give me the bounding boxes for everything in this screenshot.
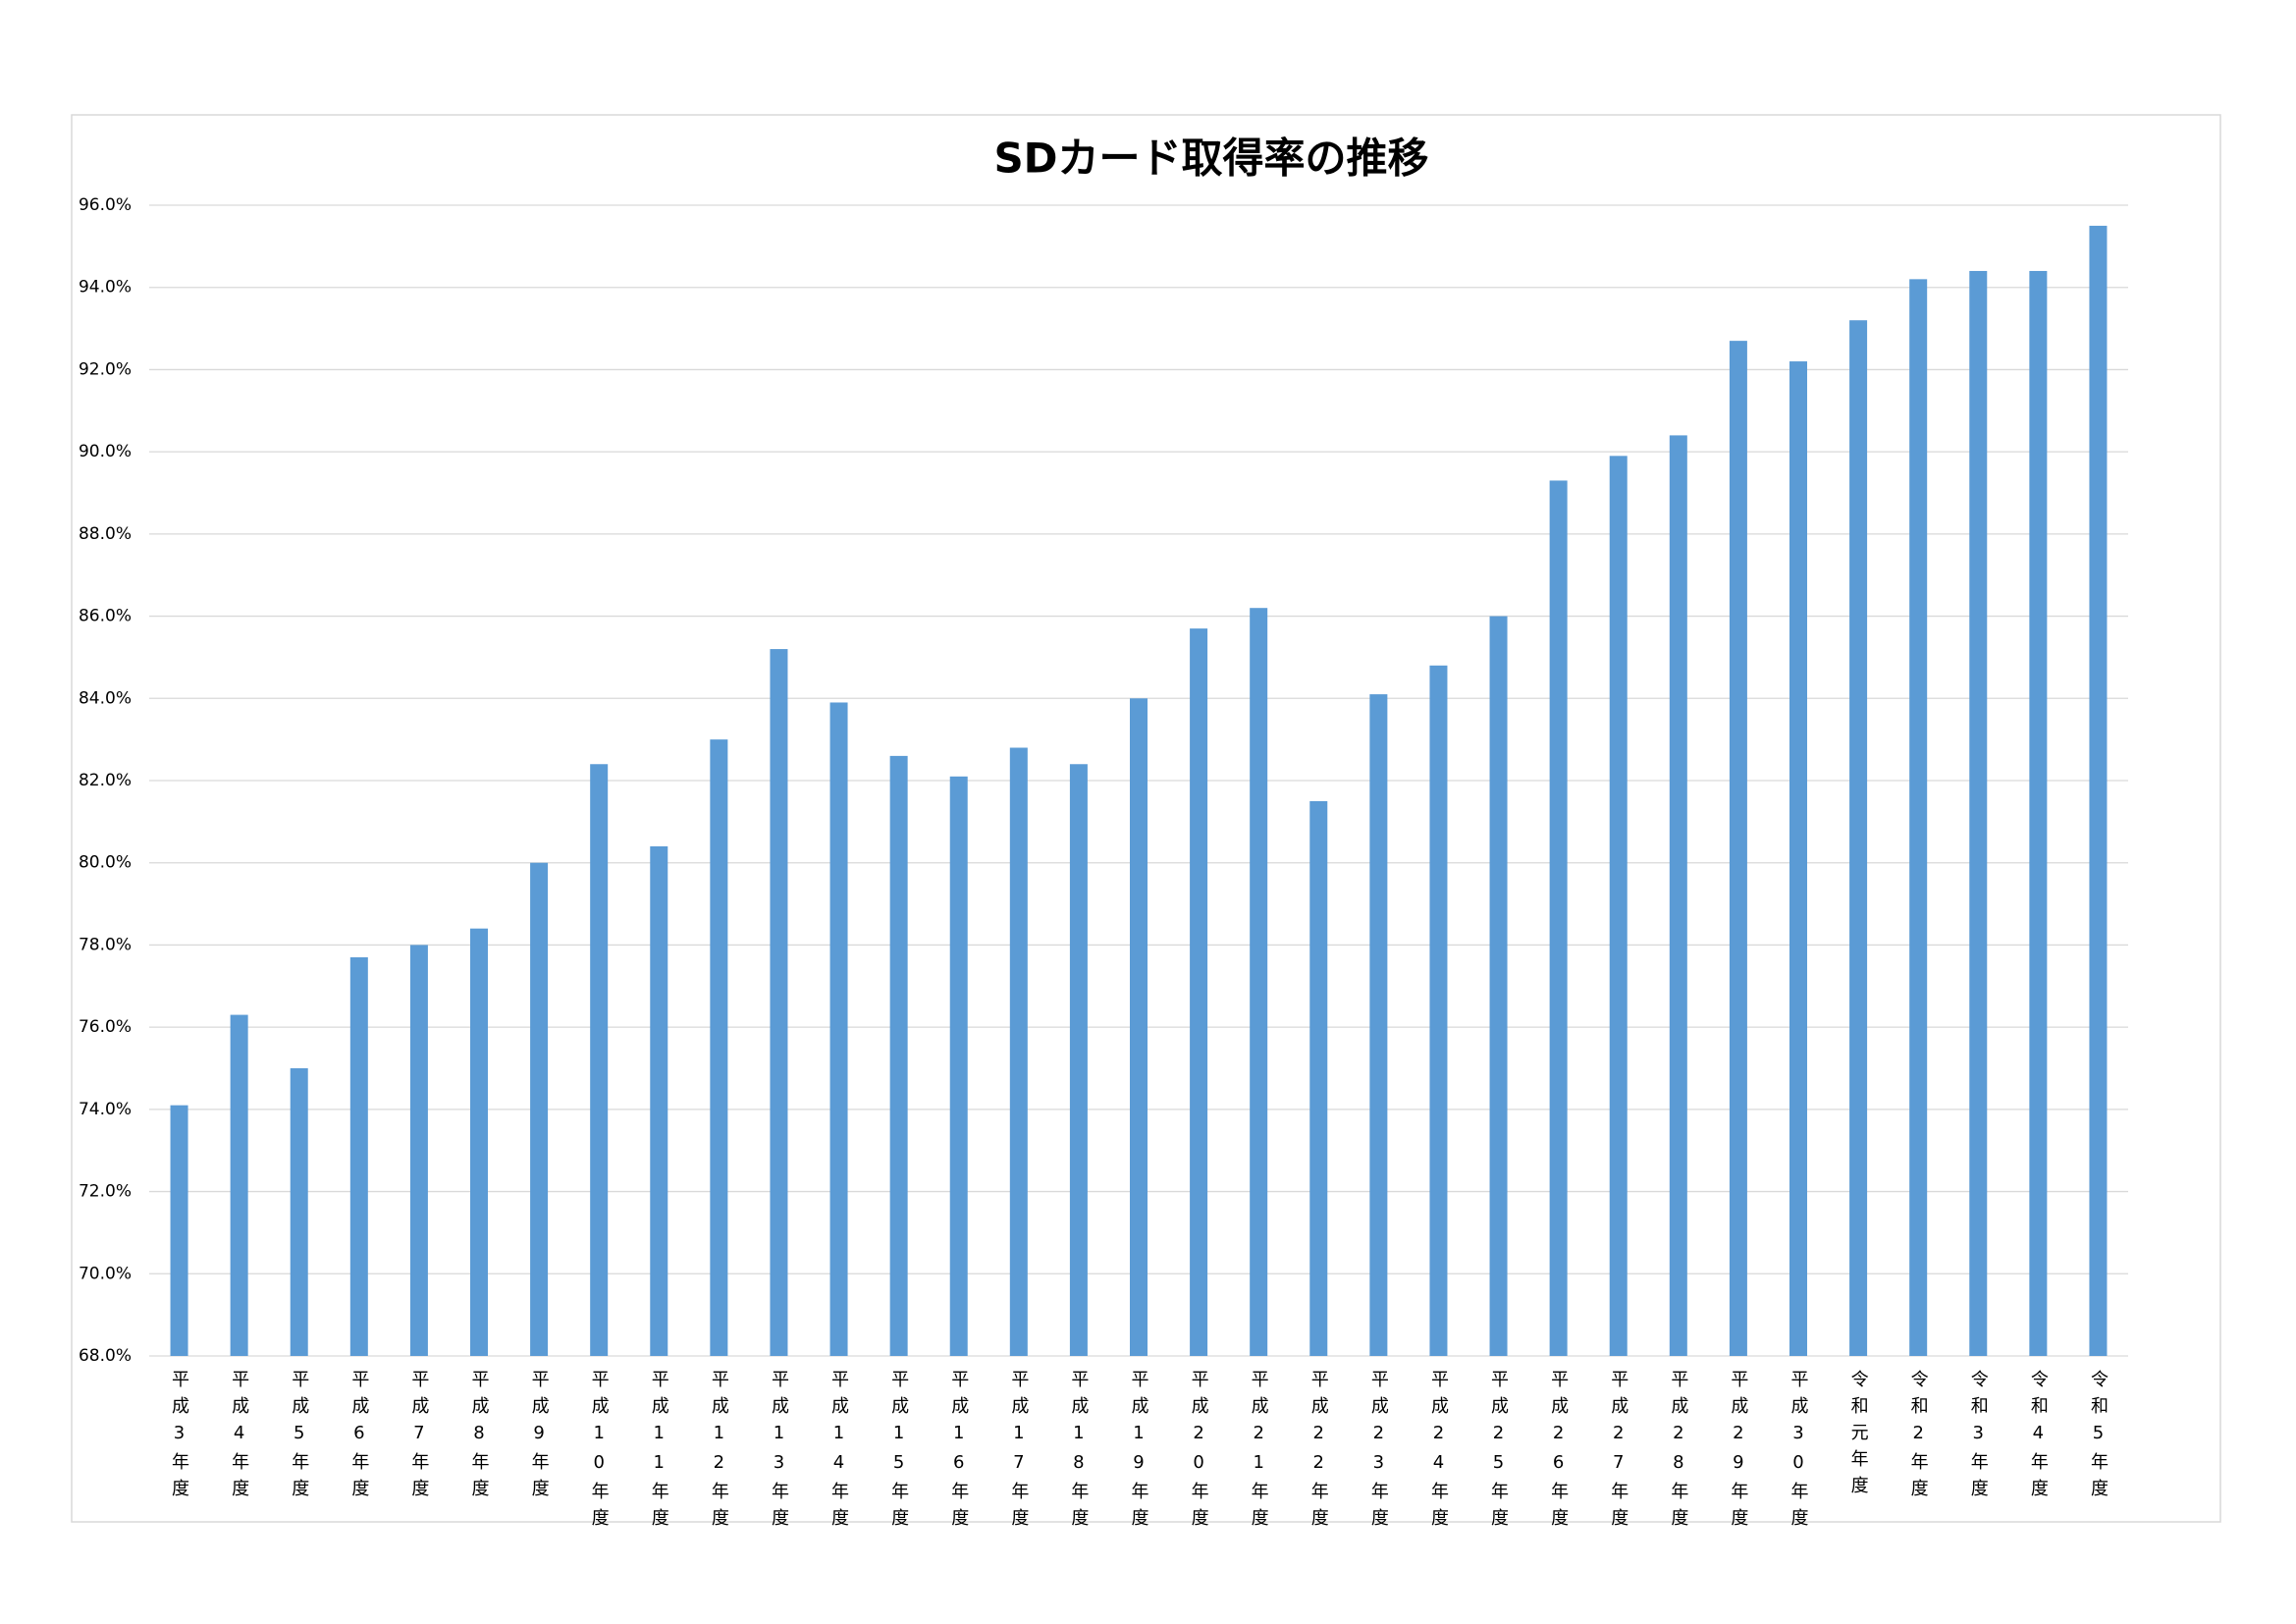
y-tick-label: 80.0% bbox=[79, 853, 132, 873]
x-tick-label: 平成16年度 bbox=[948, 1370, 969, 1535]
bar bbox=[1609, 456, 1628, 1356]
x-tick-label: 平成27年度 bbox=[1608, 1370, 1629, 1535]
x-tick-label: 平成5年度 bbox=[289, 1370, 309, 1505]
x-tick-label: 平成3年度 bbox=[169, 1370, 189, 1505]
x-tick-label: 平成29年度 bbox=[1728, 1370, 1748, 1535]
x-tick-label: 平成20年度 bbox=[1189, 1370, 1209, 1535]
x-tick-label: 平成18年度 bbox=[1068, 1370, 1089, 1535]
bar bbox=[1849, 320, 1868, 1357]
y-tick-label: 84.0% bbox=[79, 688, 132, 708]
y-tick-label: 96.0% bbox=[79, 195, 132, 215]
bar bbox=[710, 739, 728, 1356]
x-tick-label: 平成8年度 bbox=[469, 1370, 490, 1505]
y-tick-label: 68.0% bbox=[79, 1346, 132, 1366]
bar bbox=[590, 764, 609, 1356]
y-tick-label: 90.0% bbox=[79, 442, 132, 461]
x-tick-label: 平成7年度 bbox=[408, 1370, 429, 1505]
x-tick-label: 平成21年度 bbox=[1249, 1370, 1269, 1535]
bar bbox=[889, 755, 908, 1356]
x-tick-label: 令和元年度 bbox=[1848, 1370, 1869, 1502]
bar bbox=[170, 1105, 188, 1356]
x-tick-label: 令和2年度 bbox=[1908, 1370, 1929, 1505]
x-tick-label: 平成6年度 bbox=[348, 1370, 369, 1505]
x-tick-label: 平成25年度 bbox=[1488, 1370, 1509, 1535]
bar bbox=[1489, 616, 1508, 1356]
bar bbox=[1909, 279, 1928, 1356]
x-tick-label: 平成12年度 bbox=[709, 1370, 729, 1535]
x-tick-label: 平成30年度 bbox=[1789, 1370, 1809, 1535]
bar bbox=[1429, 665, 1448, 1356]
y-tick-label: 76.0% bbox=[79, 1017, 132, 1037]
bar bbox=[1969, 270, 1988, 1356]
bar bbox=[470, 928, 488, 1356]
bar bbox=[1729, 341, 1747, 1357]
bar bbox=[2089, 225, 2108, 1356]
y-tick-label: 94.0% bbox=[79, 278, 132, 298]
y-tick-label: 86.0% bbox=[79, 607, 132, 626]
x-tick-label: 令和5年度 bbox=[2088, 1370, 2109, 1505]
x-tick-label: 平成13年度 bbox=[769, 1370, 789, 1535]
bar bbox=[829, 702, 848, 1356]
bar bbox=[409, 945, 428, 1356]
bar bbox=[1009, 747, 1028, 1356]
bar bbox=[530, 862, 549, 1356]
bar bbox=[290, 1068, 308, 1356]
bar bbox=[1309, 800, 1328, 1356]
y-tick-label: 82.0% bbox=[79, 771, 132, 790]
bar bbox=[1369, 694, 1388, 1356]
bar bbox=[1789, 361, 1807, 1356]
x-tick-label: 平成14年度 bbox=[828, 1370, 849, 1535]
x-tick-label: 令和3年度 bbox=[1968, 1370, 1989, 1505]
x-tick-label: 平成4年度 bbox=[229, 1370, 249, 1505]
bar bbox=[770, 649, 788, 1356]
x-tick-label: 平成26年度 bbox=[1548, 1370, 1569, 1535]
x-tick-label: 平成17年度 bbox=[1008, 1370, 1029, 1535]
x-tick-label: 平成10年度 bbox=[589, 1370, 610, 1535]
y-tick-label: 70.0% bbox=[79, 1264, 132, 1283]
y-tick-label: 74.0% bbox=[79, 1100, 132, 1119]
bar bbox=[2029, 270, 2048, 1356]
x-tick-label: 平成28年度 bbox=[1668, 1370, 1688, 1535]
chart-title: SDカード取得率の推移 bbox=[993, 135, 1428, 183]
bar bbox=[1250, 608, 1268, 1356]
y-tick-label: 92.0% bbox=[79, 359, 132, 379]
x-tick-label: 平成22年度 bbox=[1308, 1370, 1329, 1535]
bar bbox=[1130, 698, 1148, 1356]
y-tick-label: 88.0% bbox=[79, 524, 132, 544]
bar bbox=[230, 1014, 248, 1356]
x-tick-label: 平成23年度 bbox=[1368, 1370, 1389, 1535]
y-tick-label: 78.0% bbox=[79, 935, 132, 954]
y-tick-label: 72.0% bbox=[79, 1182, 132, 1202]
bar bbox=[949, 776, 968, 1356]
bar bbox=[349, 956, 368, 1356]
x-tick-label: 平成19年度 bbox=[1129, 1370, 1149, 1535]
bar bbox=[650, 845, 668, 1356]
x-tick-label: 令和4年度 bbox=[2028, 1370, 2049, 1505]
bar bbox=[1669, 435, 1687, 1356]
bar bbox=[1549, 480, 1568, 1356]
x-tick-label: 平成15年度 bbox=[888, 1370, 909, 1535]
x-tick-label: 平成9年度 bbox=[529, 1370, 550, 1505]
bar bbox=[1190, 628, 1208, 1356]
x-tick-label: 平成11年度 bbox=[649, 1370, 669, 1535]
bar bbox=[1069, 764, 1088, 1356]
x-tick-label: 平成24年度 bbox=[1428, 1370, 1449, 1535]
